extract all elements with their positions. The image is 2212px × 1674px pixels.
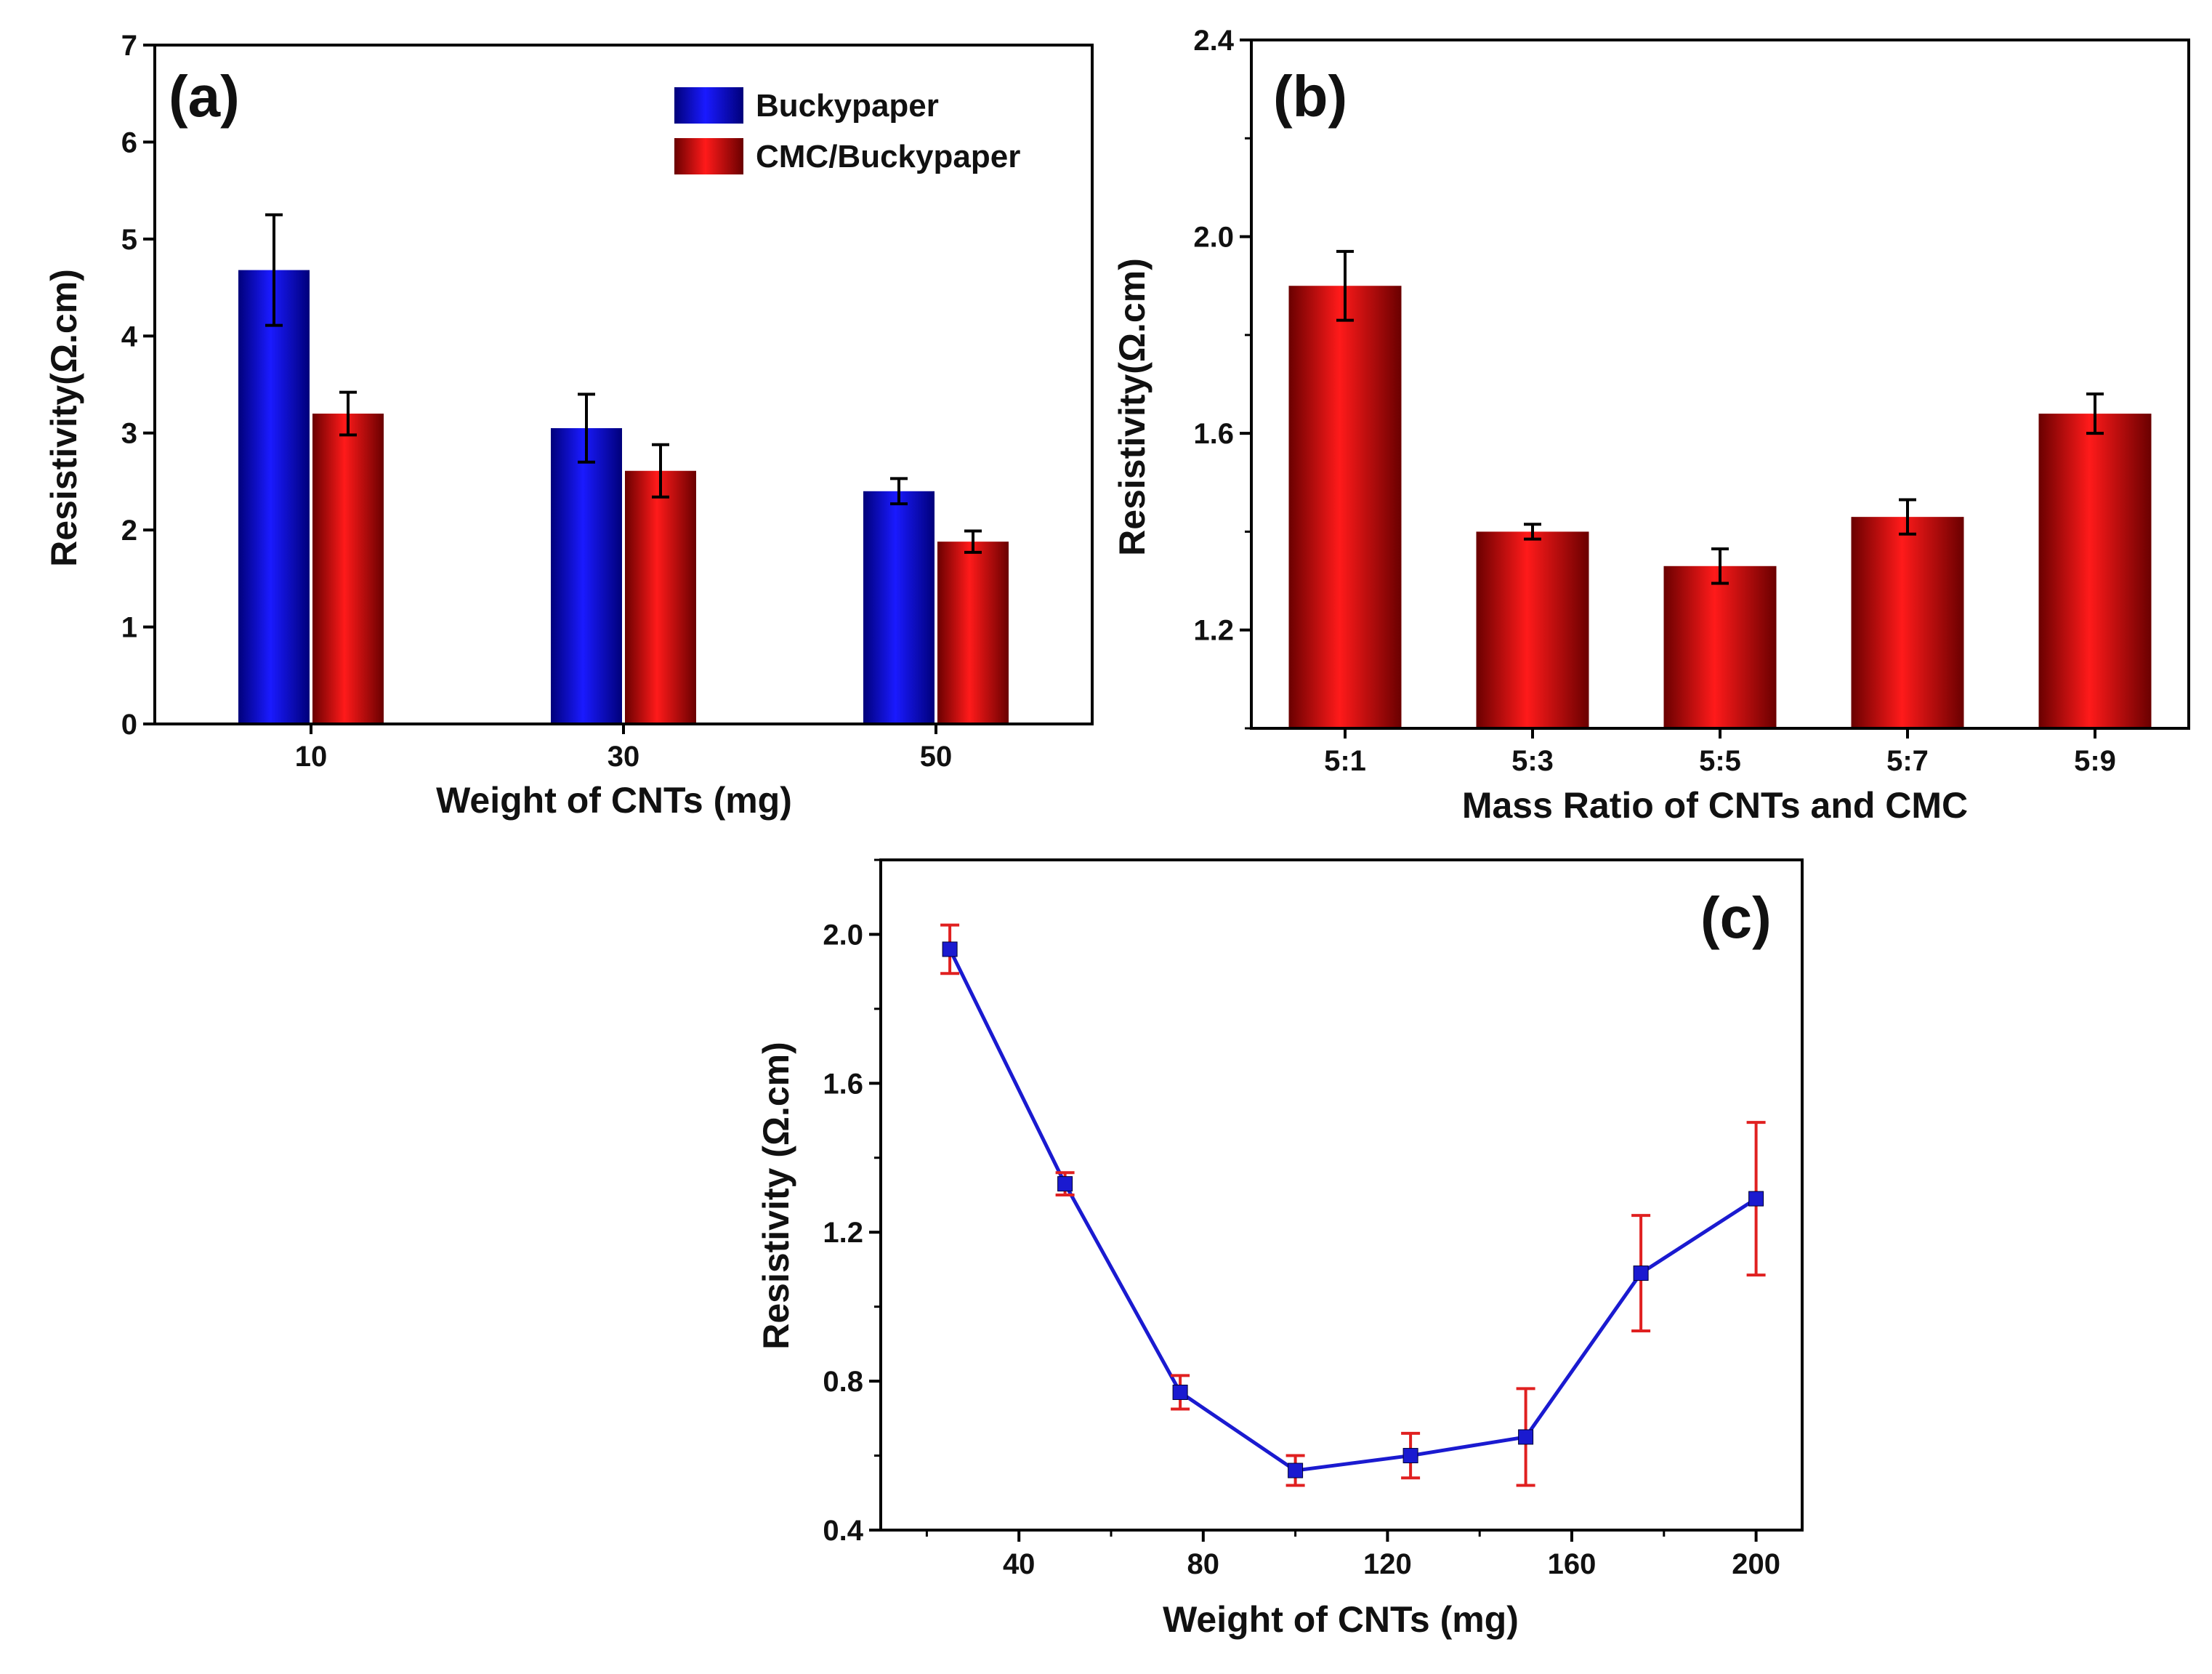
panel-c-point-1 <box>1057 1176 1073 1192</box>
panel-c-point-5 <box>1518 1429 1534 1445</box>
panel-a-bar-cmc-buckypaper-1 <box>625 470 696 724</box>
panel-c-point-0 <box>942 941 958 957</box>
panel-c-x-tick-label: 120 <box>1363 1548 1412 1580</box>
legend-label-cmc-buckypaper: CMC/Buckypaper <box>756 139 1020 174</box>
panel-b-y-tick-label: 1.6 <box>1193 418 1234 450</box>
panel-c-series-line <box>948 948 1757 1473</box>
panel-b-y-tick-label: 2.0 <box>1193 222 1234 254</box>
panel-b-bar-resistivity-1 <box>1476 531 1589 728</box>
panel-a-x-tick-label: 30 <box>608 741 640 773</box>
panel-c-x-title: Weight of CNTs (mg) <box>1163 1599 1519 1640</box>
panel-a-y-tick-label: 5 <box>121 224 137 256</box>
panel-b-y-tick-label: 1.2 <box>1193 615 1234 647</box>
panel-b-x-axis: 5:1 5:3 5:5 5:7 5:9 <box>1324 728 2116 777</box>
panel-c-y-title: Resistivity (Ω.cm) <box>756 1042 796 1350</box>
panel-a-marks <box>238 213 1009 724</box>
panel-b-bar-resistivity-4 <box>2038 414 2152 728</box>
panel-c-x-tick-label: 40 <box>1003 1548 1036 1580</box>
panel-a-x-tick-label: 50 <box>920 741 953 773</box>
panel-b-marks <box>1288 249 2152 728</box>
panel-b-x-tick-label: 5:1 <box>1324 745 1366 777</box>
panel-b-y-axis: 1.2 1.6 2.0 2.4 <box>1193 25 1251 730</box>
panel-b-y-title: Resistivity(Ω.cm) <box>1112 258 1153 556</box>
panel-a-x-axis: 10 30 50 <box>295 724 953 773</box>
panel-b-x-tick-label: 5:7 <box>1886 745 1929 777</box>
panel-c-point-6 <box>1633 1265 1649 1281</box>
panel-c-point-2 <box>1172 1384 1188 1400</box>
legend-swatch-buckypaper <box>674 87 743 124</box>
panel-c-x-axis: 40 80 120 160 200 <box>925 1530 1780 1580</box>
panel-b-x-title: Mass Ratio of CNTs and CMC <box>1462 785 1968 826</box>
panel-c-point-4 <box>1402 1448 1418 1464</box>
panel-b-bar-resistivity-0 <box>1288 286 1402 728</box>
panel-b-bar-resistivity-2 <box>1663 566 1777 728</box>
panel-b-x-tick-label: 5:9 <box>2074 745 2116 777</box>
panel-c-y-tick-label: 1.6 <box>823 1068 863 1100</box>
panel-a-bar-buckypaper-2 <box>863 491 935 724</box>
panel-c: 0.4 0.8 1.2 1.6 2.0 40 80 120 160 200 (c) Weight… <box>756 858 1804 1640</box>
panel-a-y-tick-label: 2 <box>121 515 137 547</box>
panel-c-y-tick-label: 2.0 <box>823 919 863 951</box>
panel-a-tag: (a) <box>169 64 240 129</box>
panel-c-x-tick-label: 200 <box>1732 1548 1780 1580</box>
panel-c-x-tick-label: 80 <box>1187 1548 1220 1580</box>
panel-b-x-tick-label: 5:3 <box>1511 745 1554 777</box>
panel-a-y-tick-label: 6 <box>121 126 137 158</box>
panel-c-point-3 <box>1288 1462 1304 1478</box>
panel-a-bar-buckypaper-0 <box>238 270 310 724</box>
panel-c-point-7 <box>1748 1191 1764 1207</box>
legend-swatch-cmc-buckypaper <box>674 138 743 174</box>
panel-a-y-title: Resistivity(Ω.cm) <box>44 269 84 567</box>
panel-c-marks <box>940 923 1766 1487</box>
panel-b-x-tick-label: 5:5 <box>1699 745 1741 777</box>
panel-c-y-axis: 0.4 0.8 1.2 1.6 2.0 <box>823 858 881 1547</box>
panel-a-bar-buckypaper-1 <box>551 428 622 724</box>
panel-a-y-tick-label: 0 <box>121 709 137 741</box>
panel-c-y-tick-label: 0.8 <box>823 1366 863 1398</box>
panel-c-x-tick-label: 160 <box>1548 1548 1597 1580</box>
panel-a-legend: Buckypaper CMC/Buckypaper <box>674 87 1020 174</box>
panel-a-bar-cmc-buckypaper-0 <box>312 414 384 724</box>
panel-c-y-tick-label: 1.2 <box>823 1217 863 1249</box>
panel-a-y-tick-label: 1 <box>121 612 137 644</box>
panel-c-y-tick-label: 0.4 <box>823 1515 863 1547</box>
panel-a-x-title: Weight of CNTs (mg) <box>436 780 792 821</box>
panel-a-x-tick-label: 10 <box>295 741 328 773</box>
panel-b: 1.2 1.6 2.0 2.4 5:1 5:3 5:5 5:7 5:9 (b) Mass Ra… <box>1112 25 2190 826</box>
panel-a-y-tick-label: 3 <box>121 418 137 450</box>
panel-b-y-tick-label: 2.4 <box>1193 25 1234 57</box>
panel-a-bar-cmc-buckypaper-2 <box>937 542 1009 724</box>
panel-c-tag: (c) <box>1700 885 1772 950</box>
panel-a-y-tick-label: 7 <box>121 30 137 62</box>
panel-a-y-tick-label: 4 <box>121 321 138 353</box>
panel-a-y-axis: 0 1 2 3 4 5 6 7 <box>121 30 155 741</box>
panel-b-bar-resistivity-3 <box>1851 517 1964 728</box>
panel-b-tag: (b) <box>1273 64 1347 129</box>
legend-label-buckypaper: Buckypaper <box>756 88 939 124</box>
panel-c-frame <box>879 858 1804 1532</box>
